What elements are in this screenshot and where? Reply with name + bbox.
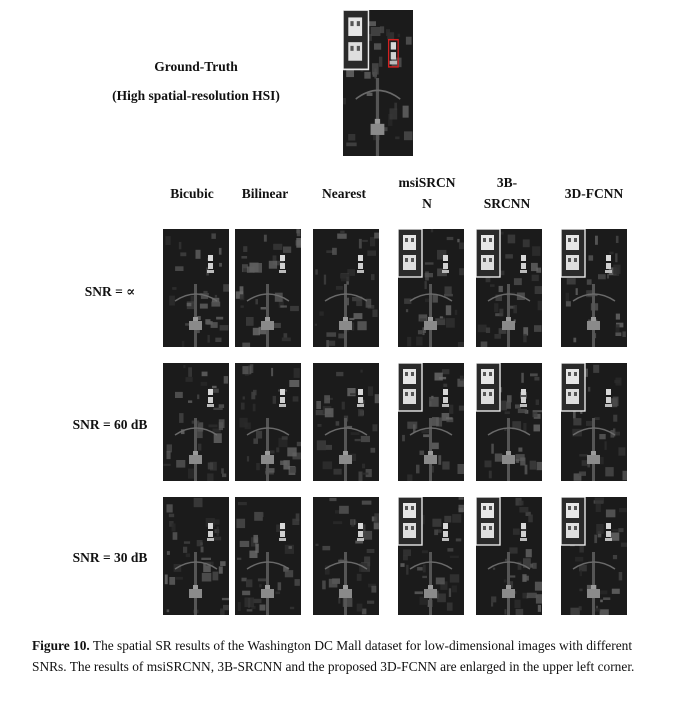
- figure-caption: Figure 10. The spatial SR results of the…: [32, 635, 667, 677]
- result-image-bilinear-snr-60: [235, 363, 301, 481]
- row-label-snr-30: SNR = 30 dB: [72, 550, 148, 565]
- result-image-msisrcnn-snr-60: [398, 363, 464, 481]
- row-label-snr-inf: SNR = ∝: [84, 284, 136, 299]
- result-image-bilinear-snr-30: [235, 497, 301, 615]
- result-image-nearest-snr-60: [313, 363, 379, 481]
- result-image-3bsrcnn-snr-inf: [476, 229, 542, 347]
- column-header-3bsrcnn: 3B- SRCNN: [483, 175, 531, 211]
- result-image-3dfcnn-snr-60: [561, 363, 627, 481]
- column-header-msisrcnn: msiSRCN N: [398, 175, 456, 211]
- result-image-msisrcnn-snr-inf: [398, 229, 464, 347]
- ground-truth-label: Ground-Truth (High spatial-resolution HS…: [96, 52, 296, 110]
- column-header-nearest: Nearest: [322, 186, 366, 201]
- result-image-nearest-snr-inf: [313, 229, 379, 347]
- column-header-bicubic: Bicubic: [170, 186, 214, 201]
- result-image-bicubic-snr-inf: [163, 229, 229, 347]
- result-image-3bsrcnn-snr-30: [476, 497, 542, 615]
- result-image-3bsrcnn-snr-60: [476, 363, 542, 481]
- ground-truth-subtitle: (High spatial-resolution HSI): [112, 88, 280, 103]
- column-header-bilinear: Bilinear: [241, 186, 289, 201]
- result-image-3dfcnn-snr-30: [561, 497, 627, 615]
- result-image-bicubic-snr-30: [163, 497, 229, 615]
- caption-text: The spatial SR results of the Washington…: [32, 638, 635, 674]
- result-image-bicubic-snr-60: [163, 363, 229, 481]
- column-header-3dfcnn: 3D-FCNN: [564, 186, 624, 201]
- figure-label: Figure 10.: [32, 638, 90, 653]
- result-image-bilinear-snr-inf: [235, 229, 301, 347]
- ground-truth-title: Ground-Truth: [154, 59, 238, 74]
- result-image-nearest-snr-30: [313, 497, 379, 615]
- ground-truth-image: [343, 10, 413, 156]
- result-image-3dfcnn-snr-inf: [561, 229, 627, 347]
- row-label-snr-60: SNR = 60 dB: [72, 417, 148, 432]
- result-image-msisrcnn-snr-30: [398, 497, 464, 615]
